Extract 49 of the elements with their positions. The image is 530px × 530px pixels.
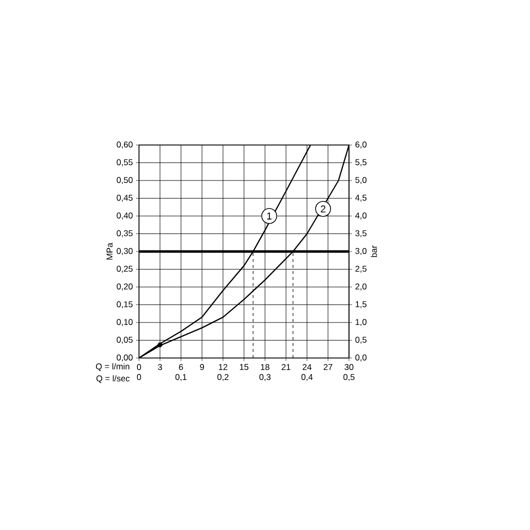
y2-tick-label: 1,5 bbox=[356, 301, 367, 308]
x-tick-label: 12 bbox=[218, 364, 228, 370]
x-tick-label: 18 bbox=[260, 364, 270, 370]
y-tick-label: 0,55 bbox=[116, 159, 133, 166]
x-tick-label: 9 bbox=[200, 364, 204, 370]
y-tick-label: 0,00 bbox=[116, 354, 133, 362]
x2-tick-label: 0,3 bbox=[259, 374, 271, 382]
x-tick-label: 6 bbox=[179, 364, 183, 370]
x-tick-label: 30 bbox=[344, 364, 354, 370]
y-tick-label: 0,50 bbox=[116, 176, 133, 184]
x2-tick-label: 0,5 bbox=[343, 374, 355, 382]
y2-tick-label: 2,0 bbox=[355, 283, 367, 291]
x-tick-label: 15 bbox=[240, 364, 248, 370]
y-tick-label: 0,30 bbox=[116, 248, 133, 256]
y-tick-label: 0,60 bbox=[116, 141, 133, 149]
y-tick-label: 0,05 bbox=[116, 336, 133, 344]
x-tick-label: 21 bbox=[282, 364, 290, 370]
y-tick-label: 0,35 bbox=[116, 230, 133, 238]
y-tick-label: 0,45 bbox=[116, 194, 133, 202]
x-tick-label: 27 bbox=[324, 364, 332, 370]
y-axis-title: MPa bbox=[106, 242, 113, 260]
y2-tick-label: 4,0 bbox=[355, 212, 367, 220]
y2-tick-label: 3,0 bbox=[355, 248, 367, 256]
y2-tick-label: 4,5 bbox=[355, 194, 367, 202]
y2-tick-label: 5,5 bbox=[355, 159, 367, 166]
x-axis-title: Q = l/min bbox=[96, 363, 130, 371]
y-tick-label: 0,20 bbox=[116, 283, 133, 291]
y2-tick-label: 0,0 bbox=[355, 354, 367, 362]
x2-tick-label: 0,4 bbox=[301, 374, 313, 382]
y-tick-label: 0,15 bbox=[116, 301, 133, 308]
y2-tick-label: 2,5 bbox=[355, 266, 367, 273]
y2-tick-label: 1,0 bbox=[356, 318, 367, 326]
y-tick-label: 0,25 bbox=[116, 266, 133, 273]
x2-tick-label: 0,1 bbox=[175, 374, 186, 382]
x-tick-label: 24 bbox=[302, 364, 312, 370]
y-tick-label: 0,10 bbox=[116, 318, 133, 326]
x2-tick-label: 0 bbox=[136, 374, 142, 380]
x2-axis-title: Q = l/sec bbox=[96, 375, 130, 383]
x-tick-label: 3 bbox=[158, 364, 162, 370]
annotation: 2 bbox=[320, 205, 326, 212]
y2-tick-label: 6,0 bbox=[355, 141, 367, 149]
y2-tick-label: 3,5 bbox=[355, 230, 367, 238]
y2-tick-label: 5,0 bbox=[355, 176, 367, 184]
x2-tick-label: 0,2 bbox=[217, 374, 228, 382]
x-tick-label: 0 bbox=[136, 364, 142, 370]
y2-tick-label: 0,5 bbox=[355, 336, 367, 344]
y-tick-label: 0,40 bbox=[116, 212, 133, 220]
annotation: 1 bbox=[267, 212, 272, 220]
y2-axis-title: bar bbox=[370, 246, 377, 258]
